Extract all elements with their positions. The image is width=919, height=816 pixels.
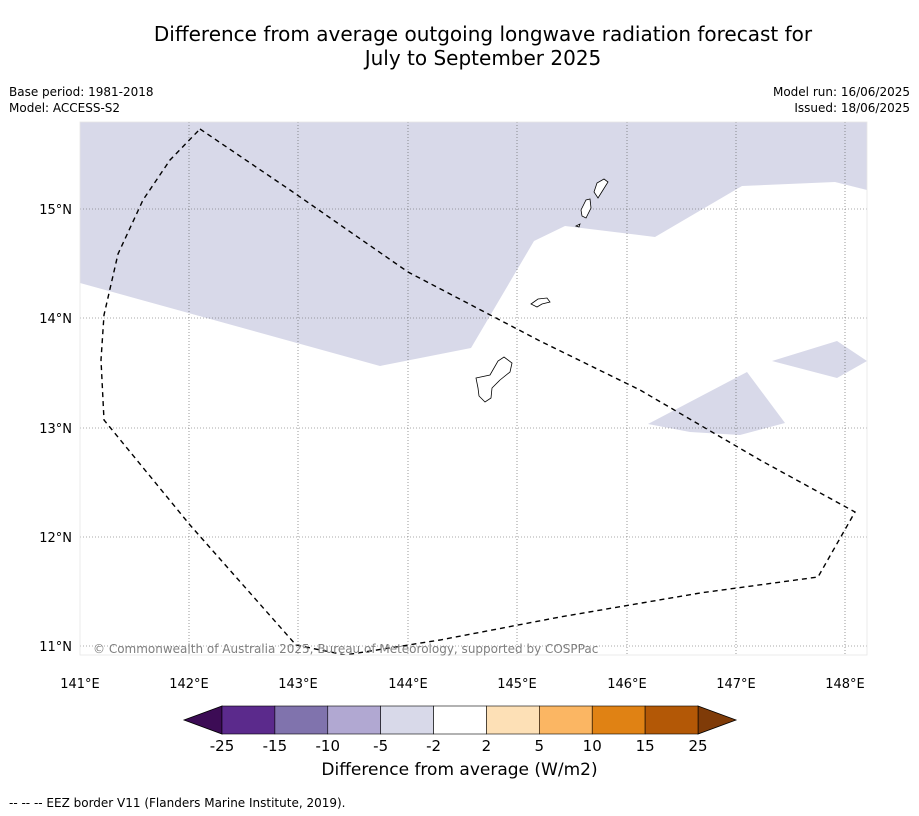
island-aguijan [574,223,581,228]
colorbar-segment [274,705,329,735]
lon-label: 142°E [169,677,209,692]
colorbar-segment [380,705,434,735]
meta-right: Model run: 16/06/2025 Issued: 18/06/2025 [773,84,910,116]
title-line-1: Difference from average outgoing longwav… [153,22,813,46]
lon-label: 145°E [497,677,537,692]
colorbar-segment [539,705,593,735]
colorbar-segment [221,705,276,735]
lat-label: 14°N [39,312,72,327]
colorbar-tick-label: -2 [426,737,441,755]
colorbar-label: Difference from average (W/m2) [321,760,598,780]
issued-date: Issued: 18/06/2025 [794,101,910,115]
island-guam [475,356,513,403]
model-run-date: Model run: 16/06/2025 [772,85,910,99]
colorbar-tick-label: -15 [263,737,288,755]
copyright-notice: © Commonwealth of Australia 2025, Bureau… [93,642,598,656]
meta-left: Base period: 1981-2018 Model: ACCESS-S2 [9,84,154,116]
eez-legend: -- -- -- EEZ border V11 (Flanders Marine… [9,796,346,810]
map-plot-area [80,122,867,655]
island-tinian [580,198,592,219]
longitude-labels: 141°E 142°E 143°E 144°E 145°E 146°E 147°… [60,677,865,692]
latitude-labels: 15°N 14°N 13°N 12°N 11°N [39,203,72,655]
anomaly-region-east [772,341,867,378]
colorbar-tick-label: 5 [535,737,545,755]
base-period: Base period: 1981-2018 [9,85,154,99]
model-name: Model: ACCESS-S2 [9,101,121,115]
lat-label: 15°N [39,203,72,218]
island-rota [530,297,551,308]
colorbar-segment [644,705,699,735]
colorbar-tick-label: -25 [210,737,235,755]
colorbar-tick-label: -10 [316,737,341,755]
anomaly-region-north [80,122,867,366]
lat-label: 11°N [39,640,72,655]
colorbar-tick-label: 25 [688,737,707,755]
colorbar-tick-label: -5 [373,737,388,755]
colorbar: -25 -15 -10 -5 -2 2 5 10 15 25 [182,705,738,755]
colorbar-segment [433,705,487,735]
lon-label: 143°E [278,677,318,692]
gridlines [80,122,867,655]
map-frame [79,121,868,656]
colorbar-tick-label: 10 [583,737,602,755]
lat-label: 12°N [39,531,72,546]
colorbar-segment [591,705,646,735]
eez-border [100,128,856,655]
colorbar-extend-over [697,705,738,735]
lat-label: 13°N [39,422,72,437]
lon-label: 146°E [607,677,647,692]
map-title: Difference from average outgoing longwav… [0,22,919,70]
lon-label: 147°E [716,677,756,692]
colorbar-tick-label: 15 [636,737,655,755]
lon-label: 141°E [60,677,100,692]
colorbar-tick-label: 2 [482,737,492,755]
islands [475,178,609,403]
lon-label: 148°E [825,677,865,692]
anomaly-region-southeast [648,372,785,435]
title-line-2: July to September 2025 [364,46,602,70]
colorbar-segment [327,705,381,735]
lon-label: 144°E [388,677,428,692]
colorbar-extend-under [182,705,223,735]
colorbar-segment [486,705,540,735]
island-saipan [593,178,609,199]
